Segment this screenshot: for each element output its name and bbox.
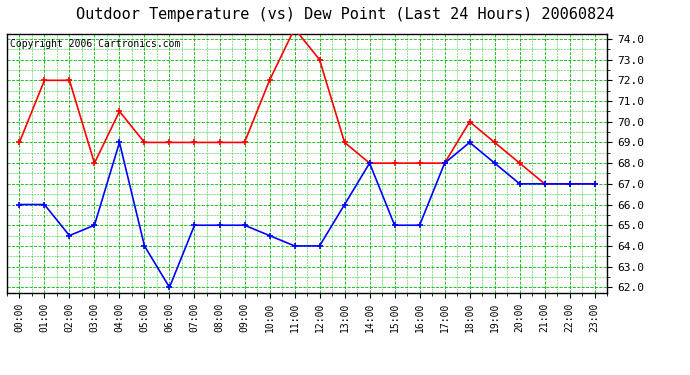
Text: Copyright 2006 Cartronics.com: Copyright 2006 Cartronics.com bbox=[10, 39, 180, 49]
Text: Outdoor Temperature (vs) Dew Point (Last 24 Hours) 20060824: Outdoor Temperature (vs) Dew Point (Last… bbox=[76, 8, 614, 22]
